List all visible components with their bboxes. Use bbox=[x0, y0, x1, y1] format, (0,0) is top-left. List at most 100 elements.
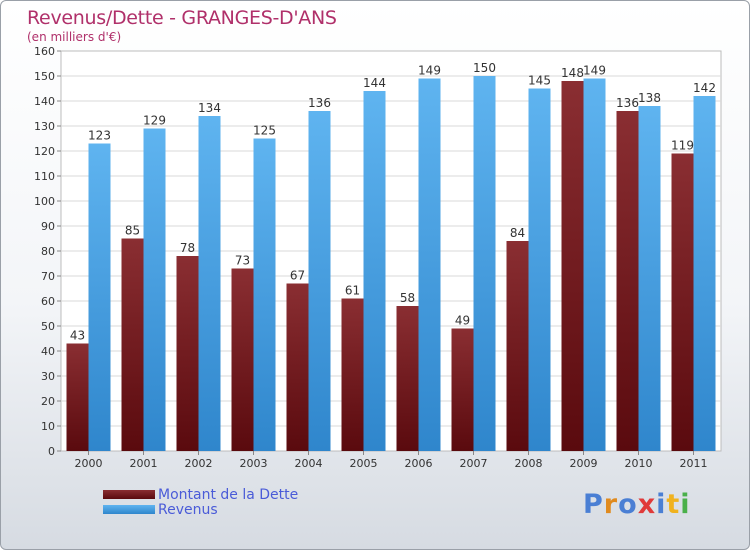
bar-debt bbox=[66, 343, 89, 451]
bar-debt bbox=[231, 268, 254, 451]
bar-debt bbox=[286, 283, 309, 451]
logo-letter: P bbox=[583, 489, 604, 520]
y-tick-label: 100 bbox=[34, 195, 55, 208]
x-tick-label: 2009 bbox=[570, 457, 598, 470]
y-tick-label: 130 bbox=[34, 120, 55, 133]
legend-label-revenue: Revenus bbox=[158, 501, 218, 518]
data-label: 150 bbox=[473, 61, 496, 75]
proxiti-logo: Proxiti bbox=[583, 489, 691, 520]
bar-revenue bbox=[528, 88, 551, 451]
legend-item-revenue: Revenus bbox=[103, 501, 298, 518]
x-tick-label: 2003 bbox=[240, 457, 268, 470]
data-label: 136 bbox=[616, 96, 639, 110]
data-label: 85 bbox=[125, 224, 140, 238]
x-tick-label: 2002 bbox=[185, 457, 213, 470]
grid-lines bbox=[61, 75, 721, 427]
x-tick-label: 2001 bbox=[130, 457, 158, 470]
data-label: 43 bbox=[70, 329, 85, 343]
data-label: 119 bbox=[671, 139, 694, 153]
bar-debt bbox=[506, 241, 529, 451]
legend-item-debt: Montant de la Dette bbox=[103, 486, 299, 503]
x-tick-label: 2004 bbox=[295, 457, 323, 470]
logo-letter: o bbox=[618, 489, 638, 520]
bar-revenue bbox=[638, 106, 661, 451]
bar-revenue bbox=[418, 78, 441, 451]
bar-revenue bbox=[308, 111, 331, 451]
data-label: 49 bbox=[455, 314, 470, 328]
data-label: 134 bbox=[198, 101, 221, 115]
x-tick-label: 2005 bbox=[350, 457, 378, 470]
bar-debt bbox=[616, 111, 639, 451]
y-tick-label: 150 bbox=[34, 70, 55, 83]
chart-subtitle: (en milliers d'€) bbox=[27, 30, 122, 44]
legend-swatch-revenue bbox=[103, 505, 155, 514]
data-label: 138 bbox=[638, 91, 661, 105]
bar-revenue bbox=[473, 76, 496, 451]
chart-title: Revenus/Dette - GRANGES-D'ANS bbox=[27, 7, 337, 29]
bar-revenue bbox=[88, 143, 111, 451]
bar-debt bbox=[451, 328, 474, 451]
logo-letter: i bbox=[656, 489, 667, 520]
bar-revenue bbox=[253, 138, 276, 451]
x-tick-label: 2000 bbox=[75, 457, 103, 470]
legend-swatch-debt bbox=[103, 490, 155, 499]
data-label: 129 bbox=[143, 114, 166, 128]
data-label: 125 bbox=[253, 124, 276, 138]
data-labels: 43 123 85 129 78 134 73 125 67 136 61 144 58 149 49 150… bbox=[70, 61, 716, 343]
legend: Montant de la Dette Revenus bbox=[103, 486, 299, 518]
data-label: 84 bbox=[510, 226, 525, 240]
y-tick-label: 110 bbox=[34, 170, 55, 183]
data-label: 61 bbox=[345, 284, 360, 298]
x-tick-label: 2011 bbox=[680, 457, 708, 470]
y-tick-label: 70 bbox=[41, 270, 55, 283]
bar-debt bbox=[176, 256, 199, 451]
logo-letter: x bbox=[637, 489, 657, 520]
y-tick-label: 30 bbox=[41, 370, 55, 383]
bar-debt bbox=[121, 238, 144, 451]
y-tick-label: 20 bbox=[41, 395, 55, 408]
data-label: 142 bbox=[693, 81, 716, 95]
logo-letter: r bbox=[603, 489, 619, 520]
y-tick-label: 0 bbox=[48, 445, 55, 458]
y-tick-label: 60 bbox=[41, 295, 55, 308]
x-tick-label: 2010 bbox=[625, 457, 653, 470]
bar-revenue bbox=[143, 128, 166, 451]
bar-debt bbox=[341, 298, 364, 451]
y-tick-label: 40 bbox=[41, 345, 55, 358]
y-tick-label: 80 bbox=[41, 245, 55, 258]
x-axis: 2000 2001 2002 2003 2004 2005 2006 2007 2008 2009… bbox=[75, 451, 708, 470]
data-label: 144 bbox=[363, 76, 386, 90]
legend-label-debt: Montant de la Dette bbox=[158, 486, 299, 503]
data-label: 123 bbox=[88, 129, 111, 143]
data-label: 78 bbox=[180, 241, 195, 255]
y-tick-label: 90 bbox=[41, 220, 55, 233]
data-label: 148 bbox=[561, 66, 584, 80]
y-tick-label: 160 bbox=[34, 45, 55, 58]
bar-revenue bbox=[693, 96, 716, 451]
data-label: 149 bbox=[418, 64, 441, 78]
x-tick-label: 2006 bbox=[405, 457, 433, 470]
bars bbox=[66, 76, 716, 451]
data-label: 149 bbox=[583, 64, 606, 78]
y-tick-label: 50 bbox=[41, 320, 55, 333]
data-label: 136 bbox=[308, 96, 331, 110]
data-label: 67 bbox=[290, 269, 305, 283]
y-tick-label: 10 bbox=[41, 420, 55, 433]
x-tick-label: 2007 bbox=[460, 457, 488, 470]
bar-revenue bbox=[198, 116, 221, 451]
bar-debt bbox=[561, 81, 584, 451]
bar-revenue bbox=[583, 78, 606, 451]
y-axis: 0 10 20 30 40 50 60 70 80 90 100 110 120 130 140 150 160 bbox=[34, 45, 61, 458]
y-tick-label: 120 bbox=[34, 145, 55, 158]
y-tick-label: 140 bbox=[34, 95, 55, 108]
logo-letter: t bbox=[666, 489, 681, 520]
bar-debt bbox=[671, 153, 694, 451]
data-label: 73 bbox=[235, 254, 250, 268]
bar-debt bbox=[396, 306, 419, 451]
logo-letter: i bbox=[680, 489, 691, 520]
data-label: 58 bbox=[400, 291, 415, 305]
bar-revenue bbox=[363, 91, 386, 451]
data-label: 145 bbox=[528, 74, 551, 88]
